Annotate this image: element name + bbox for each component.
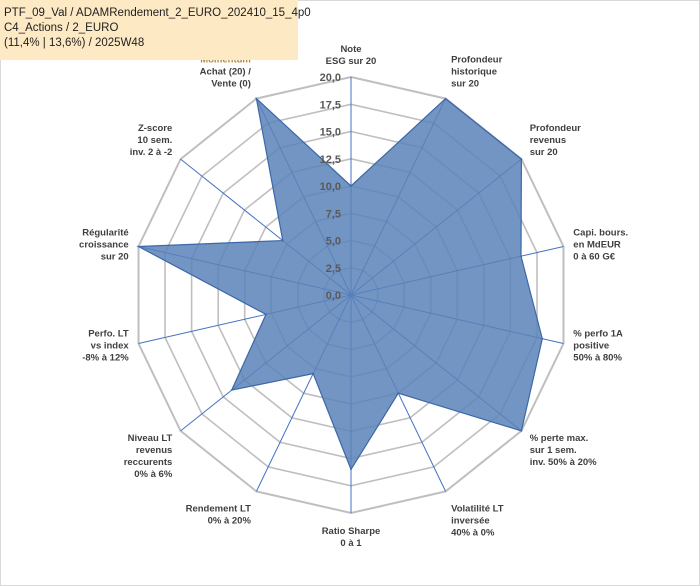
axis-label: % perfo 1A positive 50% à 80% (573, 328, 623, 363)
axis-label: Régularité croissance sur 20 (79, 228, 129, 263)
title-line-3: (11,4% | 13,6%) / 2025W48 (4, 37, 145, 49)
tick-layer: 0,0 2,5 5,0 7,5 10,0 12,5 15,0 17,5 20,0 (320, 72, 341, 302)
chart-title-box: PTF_09_Val / ADAMRendement_2_EURO_202410… (0, 0, 311, 60)
tick-label: 2,5 (326, 263, 341, 275)
axis-label: Z-score 10 sem. inv. 2 à -2 (130, 123, 173, 158)
title-line-1: PTF_09_Val / ADAMRendement_2_EURO_202410… (4, 7, 311, 19)
series-point (255, 97, 258, 100)
axis-label: Perfo. LT vs index -8% à 12% (82, 328, 129, 363)
axis-label: % perte max. sur 1 sem. inv. 50% à 20% (530, 433, 597, 468)
tick-label: 12,5 (320, 154, 341, 166)
series-point (282, 239, 284, 242)
axis-label: Rendement LT 0% à 20% (186, 504, 252, 527)
axis-label: Profondeur revenus sur 20 (530, 123, 581, 158)
axis-label: Profondeur historique sur 20 (451, 54, 502, 89)
series-point (230, 389, 233, 391)
series-point (397, 392, 400, 395)
axis-label: Capi. bours. en MdEUR 0 à 60 G€ (573, 228, 628, 263)
tick-label: 0,0 (326, 290, 341, 302)
series-point (350, 185, 352, 187)
tick-label: 5,0 (326, 236, 341, 248)
title-line-2: C4_Actions / 2_EURO (4, 22, 119, 34)
tick-label: 17,5 (320, 99, 341, 111)
series-point (444, 97, 447, 100)
series-point (350, 468, 352, 471)
axis-label-layer: Note ESG sur 20 Profondeur historique sur 20… (79, 44, 628, 549)
tick-label: 15,0 (320, 127, 341, 139)
axis-label: Note ESG sur 20 (326, 44, 377, 67)
axis-label: Niveau LT revenus reccurents 0% à 6% (124, 433, 173, 480)
series-point (312, 372, 315, 375)
series-layer (136, 96, 544, 471)
series-point (265, 313, 267, 316)
axis-label: Ratio Sharpe 0 à 1 (322, 526, 381, 549)
tick-label: 10,0 (320, 181, 341, 193)
series-point (137, 245, 140, 248)
tick-label: 7,5 (326, 208, 341, 220)
series-point (520, 430, 523, 432)
tick-label: 20,0 (320, 72, 341, 84)
series-point (520, 255, 522, 257)
axis-label: Volatilité LT inversée 40% à 0% (451, 504, 504, 539)
series-point (520, 158, 523, 160)
series-point (541, 337, 544, 340)
